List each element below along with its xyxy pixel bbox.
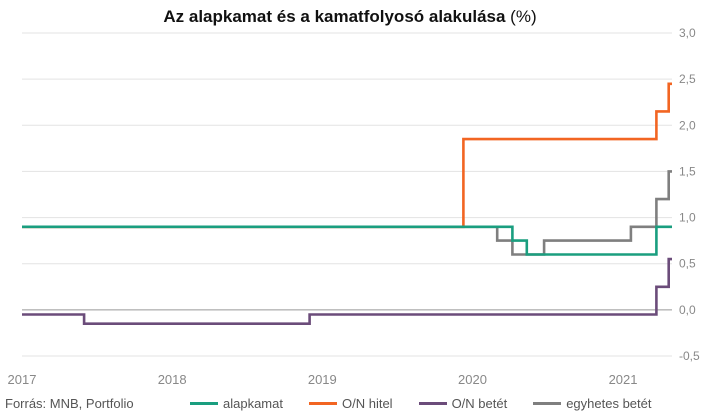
y-tick-label: 1,5 <box>679 164 696 178</box>
legend-swatch-alapkamat <box>190 402 218 405</box>
legend-label-alapkamat: alapkamat <box>223 396 283 411</box>
series-line-o-n-hitel <box>22 82 672 229</box>
legend-label-on-betet: O/N betét <box>451 396 508 411</box>
y-tick-label: 2,0 <box>679 118 696 132</box>
legend-swatch-egyhetes-betet <box>533 402 562 405</box>
chart-title-text: Az alapkamat és a kamatfolyosó alakulása <box>163 7 506 26</box>
legend-label-on-hitel: O/N hitel <box>341 396 393 411</box>
source-note: Forrás: MNB, Portfolio <box>5 396 134 411</box>
x-tick-label: 2019 <box>308 372 337 387</box>
chart-title: Az alapkamat és a kamatfolyosó alakulása… <box>0 7 700 27</box>
y-tick-label: 2,5 <box>679 72 696 86</box>
legend: alapkamat O/N hitel O/N betét egyhetes b… <box>190 396 652 411</box>
y-tick-label: 1,0 <box>679 211 696 225</box>
legend-item-egyhetes-betet: egyhetes betét <box>533 396 652 411</box>
x-tick-label: 2020 <box>458 372 487 387</box>
chart-title-unit: (%) <box>510 7 537 26</box>
x-tick-label: 2021 <box>609 372 638 387</box>
y-tick-label: 0,5 <box>679 257 696 271</box>
x-tick-label: 2018 <box>158 372 187 387</box>
y-tick-label: -0,5 <box>679 349 700 363</box>
series-line-egyhetes-bet-t <box>22 170 672 256</box>
series-line-o-n-bet-t <box>22 257 672 325</box>
legend-swatch-on-betet <box>418 402 447 405</box>
x-tick-label: 2017 <box>8 372 37 387</box>
legend-label-egyhetes-betet: egyhetes betét <box>566 396 652 411</box>
legend-swatch-on-hitel <box>308 402 337 405</box>
series-line-alapkamat <box>22 225 672 256</box>
legend-item-on-betet: O/N betét <box>418 396 508 411</box>
legend-item-on-hitel: O/N hitel <box>308 396 393 411</box>
legend-item-alapkamat: alapkamat <box>190 396 283 411</box>
y-tick-label: 0,0 <box>679 303 696 317</box>
y-tick-label: 3,0 <box>679 26 696 40</box>
